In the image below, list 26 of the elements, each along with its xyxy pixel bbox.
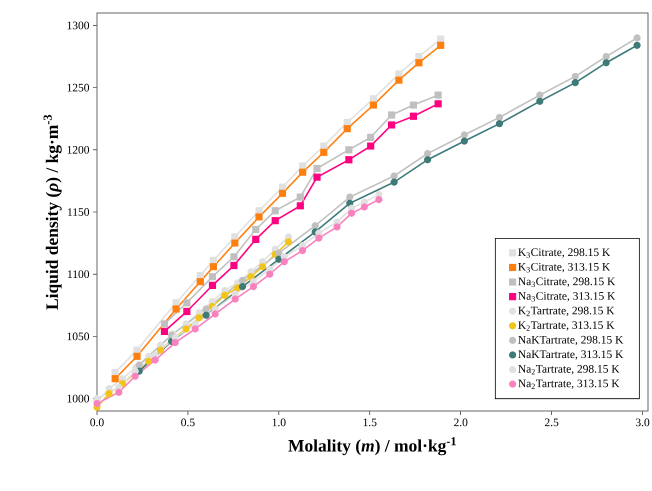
y-tick-label: 1000: [68, 394, 90, 402]
y-tick-label: 1050: [68, 332, 90, 340]
legend-label: K$_{3}$Citrate, 313.15 K: [518, 262, 610, 272]
x-tick-label: 0.5: [181, 418, 195, 426]
y-tick-label: 1150: [68, 208, 90, 216]
y-tick-label: 1250: [68, 84, 90, 92]
x-tick-label: 3.0: [636, 418, 650, 426]
x-tick-label: 1.0: [272, 418, 286, 426]
legend-label: K$_{3}$Citrate, 298.15 K: [518, 248, 610, 258]
y-tick-label: 1200: [68, 146, 90, 154]
y-axis-title: Liquid density (ρ) / kg·m$^{-3}$: [44, 114, 62, 310]
x-tick-label: 2.0: [454, 418, 468, 426]
legend-label: NaKTartrate, 298.15 K: [518, 336, 624, 346]
legend-label: Na$_{3}$Citrate, 313.15 K: [518, 292, 616, 302]
y-tick-label: 1300: [68, 22, 90, 30]
legend-label: NaKTartrate, 313.15 K: [518, 350, 624, 360]
x-tick-label: 1.5: [364, 418, 376, 426]
legend-label: Na$_{3}$Citrate, 298.15 K: [518, 278, 616, 287]
legend-label: K$_{2}$Tartrate, 298.15 K: [518, 306, 614, 316]
y-tick-label: 1100: [68, 270, 90, 278]
x-tick-label: 2.5: [544, 418, 558, 426]
legend-label: K$_{2}$Tartrate, 313.15 K: [518, 321, 614, 331]
x-tick-label: 0.0: [90, 418, 104, 426]
x-axis-title: Molality (m) / mol·kg$^{-1}$: [288, 437, 456, 456]
legend-label: Na$_{2}$Tartrate, 298.15 K: [518, 365, 620, 374]
legend-label: Na$_{2}$Tartrate, 313.15 K: [518, 380, 620, 389]
